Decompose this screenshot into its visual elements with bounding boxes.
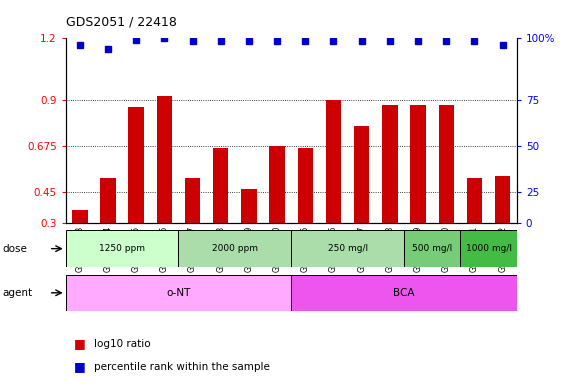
Bar	[495, 175, 510, 223]
Bar	[213, 148, 228, 223]
Text: log10 ratio: log10 ratio	[94, 339, 150, 349]
Bar	[66, 275, 291, 311]
Text: 250 mg/l: 250 mg/l	[328, 244, 368, 253]
Text: 1250 ppm: 1250 ppm	[99, 244, 145, 253]
Text: GDS2051 / 22418: GDS2051 / 22418	[66, 16, 176, 29]
Bar	[460, 230, 517, 267]
Text: percentile rank within the sample: percentile rank within the sample	[94, 362, 270, 372]
Text: 1000 mg/l: 1000 mg/l	[465, 244, 512, 253]
Bar	[66, 230, 178, 267]
Text: agent: agent	[3, 288, 33, 298]
Text: ■: ■	[74, 360, 86, 373]
Bar	[156, 96, 172, 223]
Text: BCA: BCA	[393, 288, 415, 298]
Bar	[467, 178, 482, 223]
Text: dose: dose	[3, 243, 28, 254]
Bar	[439, 105, 454, 223]
Bar	[178, 230, 291, 267]
Bar	[270, 146, 285, 223]
Bar	[291, 230, 404, 267]
Bar	[404, 230, 460, 267]
Bar	[354, 126, 369, 223]
Text: o-NT: o-NT	[166, 288, 191, 298]
Text: 2000 ppm: 2000 ppm	[212, 244, 258, 253]
Bar	[411, 105, 426, 223]
Bar	[100, 178, 116, 223]
Bar	[382, 105, 397, 223]
Bar	[72, 210, 87, 223]
Text: 500 mg/l: 500 mg/l	[412, 244, 452, 253]
Bar	[325, 100, 341, 223]
Text: ■: ■	[74, 337, 86, 350]
Bar	[297, 148, 313, 223]
Bar	[291, 275, 517, 311]
Bar	[241, 189, 257, 223]
Bar	[128, 107, 144, 223]
Bar	[185, 178, 200, 223]
